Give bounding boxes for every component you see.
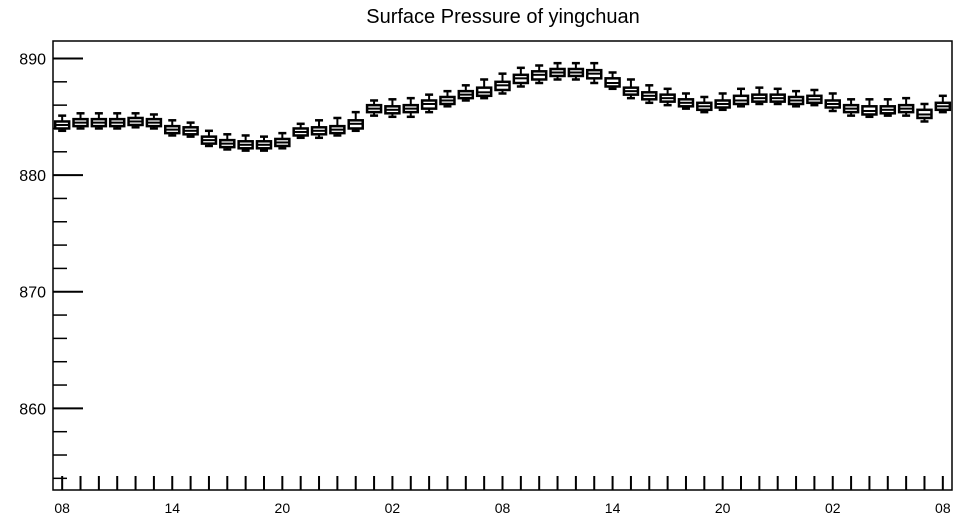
box-plot: [420, 93, 438, 114]
x-tick-label: 20: [275, 500, 291, 516]
x-tick-label: 02: [825, 500, 841, 516]
box-plot: [842, 98, 860, 117]
box-series: [53, 61, 952, 152]
box-plot: [934, 94, 952, 114]
box-plot: [237, 134, 254, 152]
box-plot: [567, 61, 585, 81]
box-plot: [145, 113, 163, 130]
box-plot: [439, 89, 456, 108]
x-axis: 08 14 20 02 08 14 20 02 08: [54, 476, 951, 516]
box-plot: [402, 96, 420, 119]
box-plot: [512, 66, 530, 88]
box-plot: [714, 92, 731, 112]
box-plot: [585, 61, 603, 85]
box-plot: [861, 98, 878, 119]
box-plot: [310, 119, 328, 140]
box-plot: [824, 92, 841, 113]
box-plot: [329, 116, 346, 137]
y-tick-label: 890: [19, 51, 46, 68]
y-tick-label: 860: [19, 401, 46, 418]
y-tick-label: 870: [19, 285, 46, 302]
box-plot: [219, 133, 236, 151]
box-plot: [494, 72, 511, 95]
box-plot: [274, 131, 291, 150]
box-plot: [549, 61, 566, 81]
x-tick-label: 14: [164, 500, 180, 516]
box-plot: [292, 122, 309, 140]
box-plot: [53, 114, 71, 133]
x-tick-label: 08: [54, 500, 70, 516]
box-plot: [90, 112, 108, 130]
box-plot: [677, 92, 695, 110]
box-plot: [530, 64, 548, 85]
x-tick-label: 08: [935, 500, 951, 516]
box-plot: [641, 84, 658, 105]
box-plot: [879, 98, 897, 117]
box-plot: [769, 87, 786, 106]
box-plot: [604, 71, 621, 91]
box-plot: [72, 112, 89, 130]
box-plot: [696, 95, 713, 114]
box-plot: [255, 135, 273, 152]
box-plot: [751, 86, 768, 106]
box-plot: [365, 99, 383, 117]
box-plot: [806, 88, 823, 107]
box-plot: [457, 84, 475, 102]
box-plot: [108, 112, 126, 130]
box-plot: [164, 119, 181, 137]
box-plot: [897, 96, 915, 117]
x-tick-label: 02: [385, 500, 401, 516]
chart-title: Surface Pressure of yingchuan: [366, 6, 640, 28]
box-plot: [659, 87, 676, 107]
box-plot: [182, 121, 199, 138]
box-plot: [384, 98, 401, 119]
y-axis: 860 870 880 890: [19, 51, 83, 480]
x-tick-label: 08: [495, 500, 511, 516]
box-plot: [916, 102, 933, 123]
x-tick-label: 20: [715, 500, 731, 516]
box-plot: [347, 110, 364, 133]
y-tick-label: 880: [19, 168, 46, 185]
box-plot: [787, 89, 805, 108]
box-plot: [200, 129, 218, 148]
box-plot: [732, 87, 750, 108]
box-plot: [475, 78, 493, 100]
box-plot: [622, 78, 640, 100]
box-plot: [127, 112, 144, 129]
x-tick-label: 14: [605, 500, 621, 516]
